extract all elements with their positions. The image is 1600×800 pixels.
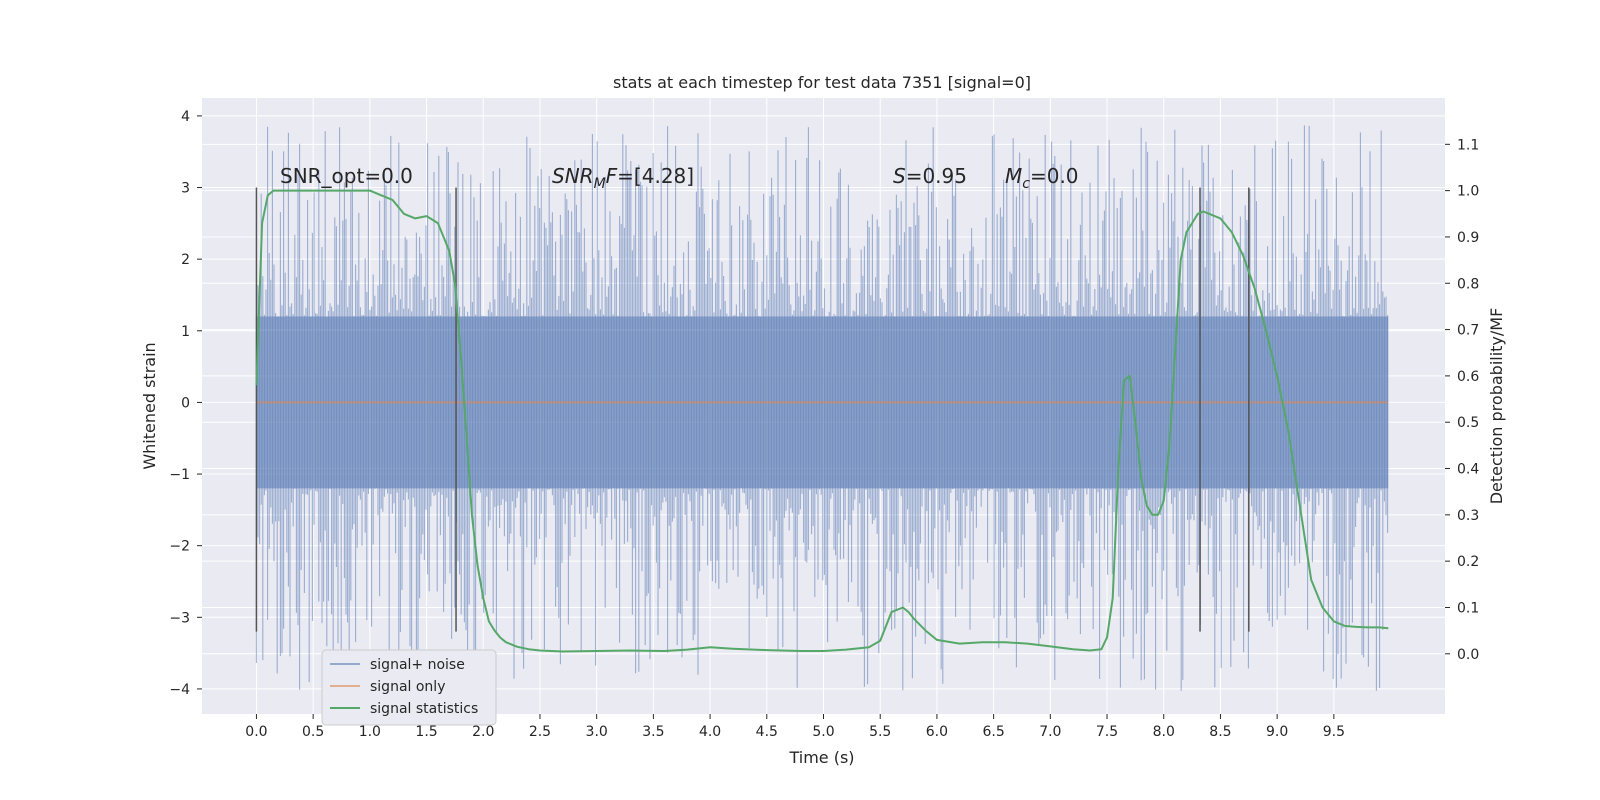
- y2-axis-ticks: 1.1 1.0 0.9 0.8 0.7 0.6 0.5 0.4 0.3 0.2 0.1 0.0: [1445, 137, 1479, 663]
- series-signal-statistics: [255, 189, 1389, 653]
- y2-tick-label: 0.6: [1457, 369, 1479, 385]
- y-tick-label: 0: [181, 395, 190, 411]
- annotation-mc-value: =0.0: [1030, 164, 1079, 188]
- x-tick-label: 7.5: [1096, 724, 1118, 740]
- x-tick-label: 6.0: [926, 724, 948, 740]
- annotation-snr-mf-value: =[4.28]: [617, 164, 694, 188]
- x-tick-label: 7.0: [1039, 724, 1061, 740]
- annotation-s-value: =0.95: [906, 164, 967, 188]
- x-axis-title: Time (s): [788, 748, 854, 767]
- x-tick-label: 4.0: [699, 724, 721, 740]
- x-tick-label: 9.0: [1266, 724, 1288, 740]
- x-tick-label: 1.0: [359, 724, 381, 740]
- chart-title: stats at each timestep for test data 735…: [613, 73, 1031, 92]
- x-tick-label: 8.5: [1209, 724, 1231, 740]
- legend-label-statistics: signal statistics: [370, 701, 478, 717]
- x-tick-label: 8.0: [1153, 724, 1175, 740]
- y2-tick-label: 1.0: [1457, 184, 1479, 200]
- event-marker-lines: [255, 187, 1250, 632]
- x-tick-label: 2.0: [472, 724, 494, 740]
- y-tick-label: −2: [169, 539, 190, 555]
- legend: signal+ noise signal only signal statist…: [321, 649, 497, 726]
- x-tick-label: 1.5: [415, 724, 437, 740]
- statistics-line: [255, 189, 1389, 653]
- x-tick-label: 5.5: [869, 724, 891, 740]
- y2-tick-label: 0.3: [1457, 508, 1479, 524]
- y2-tick-label: 1.1: [1457, 137, 1479, 153]
- y-tick-label: 3: [181, 181, 190, 197]
- y2-tick-label: 0.5: [1457, 415, 1479, 431]
- annotation-s: S=0.95: [893, 164, 967, 188]
- x-tick-label: 6.5: [982, 724, 1004, 740]
- y-tick-label: −1: [169, 467, 190, 483]
- x-tick-label: 9.5: [1323, 724, 1345, 740]
- x-tick-label: 4.5: [756, 724, 778, 740]
- annotation-snr-mf: SNRMF=[4.28]: [552, 164, 694, 192]
- y-tick-label: 2: [181, 252, 190, 268]
- x-tick-label: 2.5: [529, 724, 551, 740]
- y2-tick-label: 0.1: [1457, 600, 1479, 616]
- x-tick-label: 0.5: [302, 724, 324, 740]
- annotation-snr-opt: SNR_opt=0.0: [280, 164, 413, 188]
- y-axis-ticks: 4 3 2 1 0 −1 −2 −3 −4: [169, 109, 202, 698]
- y2-axis-title: Detection probability/MF: [1487, 308, 1506, 505]
- y2-tick-label: 0.8: [1457, 276, 1479, 292]
- y2-tick-label: 0.0: [1457, 647, 1479, 663]
- y-tick-label: −4: [169, 682, 190, 698]
- legend-label-noise: signal+ noise: [370, 657, 465, 673]
- x-tick-label: 3.5: [642, 724, 664, 740]
- y2-tick-label: 0.4: [1457, 462, 1479, 478]
- y-tick-label: −3: [169, 610, 190, 626]
- x-tick-label: 3.0: [586, 724, 608, 740]
- x-tick-label: 5.0: [812, 724, 834, 740]
- y-tick-label: 1: [181, 324, 190, 340]
- y2-tick-label: 0.9: [1457, 230, 1479, 246]
- y2-tick-label: 0.7: [1457, 323, 1479, 339]
- legend-label-signal-only: signal only: [370, 679, 445, 695]
- legend-box: [321, 649, 497, 726]
- annotation-mc: Mc=0.0: [1005, 164, 1079, 192]
- x-tick-label: 0.0: [245, 724, 267, 740]
- y-axis-title: Whitened strain: [140, 342, 159, 469]
- y-tick-label: 4: [181, 109, 190, 125]
- y2-tick-label: 0.2: [1457, 554, 1479, 570]
- x-axis-ticks: 0.0 0.5 1.0 1.5 2.0 2.5 3.0 3.5 4.0 4.5 5.0 5.5 6.0 6…: [245, 714, 1345, 740]
